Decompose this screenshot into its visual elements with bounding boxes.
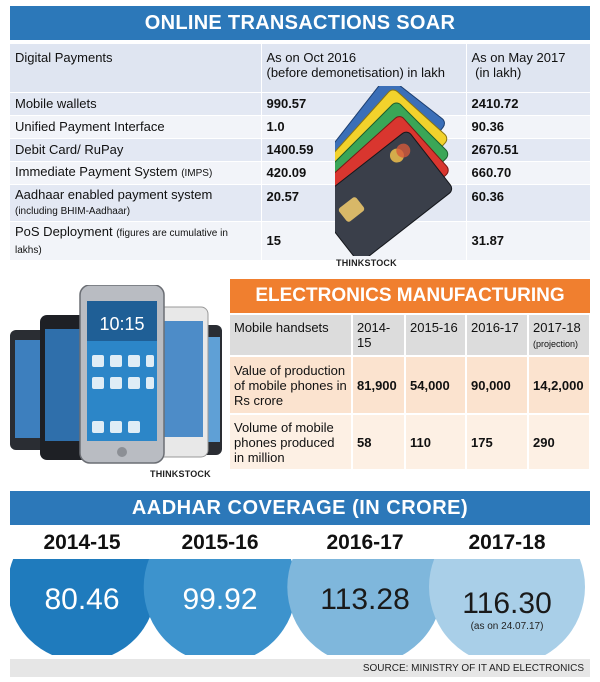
- row-value: 90,000: [466, 356, 529, 415]
- table-row: Value of production of mobile phones in …: [230, 356, 591, 415]
- table-row: Debit Card/ RuPay 1400.59 2670.51: [10, 138, 591, 162]
- row-label: Debit Card/ RuPay: [10, 138, 262, 162]
- row-label: Mobile wallets: [10, 92, 262, 116]
- row-label: Immediate Payment System (IMPS): [10, 161, 262, 185]
- row-may-value: 31.87: [466, 221, 591, 261]
- online-transactions-title: ONLINE TRANSACTIONS SOAR: [144, 11, 456, 34]
- row-value: 14,2,000: [528, 356, 591, 415]
- row-label: Aadhaar enabled payment system (including…: [10, 184, 262, 222]
- electronics-banner: ELECTRONICS MANUFACTURING: [230, 279, 590, 313]
- digital-payments-table: Digital Payments As on Oct 2016 (before d…: [10, 44, 591, 261]
- header-mobile-handsets: Mobile handsets: [230, 315, 353, 357]
- table-row: Unified Payment Interface 1.0 90.36: [10, 115, 591, 139]
- coverage-circle-2016-17: [287, 559, 443, 655]
- row-may-value: 2670.51: [466, 138, 591, 162]
- source-bar: SOURCE: MINISTRY OF IT AND ELECTRONICS: [10, 659, 590, 677]
- row-may-value: 2410.72: [466, 92, 591, 116]
- coverage-circle-2017-18: [429, 559, 585, 655]
- row-may-value: 90.36: [466, 115, 591, 139]
- header-year: 2015-16: [405, 315, 467, 357]
- year-label: 2016-17: [326, 531, 403, 554]
- row-value: 58: [352, 414, 406, 471]
- electronics-header-row: Mobile handsets 2014-15 2015-16 2016-17 …: [230, 315, 591, 357]
- electronics-table: Mobile handsets 2014-15 2015-16 2016-17 …: [230, 315, 591, 471]
- year-label: 2015-16: [181, 531, 258, 554]
- coverage-circle-2015-16: [143, 559, 297, 655]
- row-value: 175: [466, 414, 529, 471]
- row-value: 290: [528, 414, 591, 471]
- row-value: 54,000: [405, 356, 467, 415]
- row-label: PoS Deployment (figures are cumulative i…: [10, 221, 262, 261]
- coverage-value: 113.28: [320, 583, 410, 616]
- digital-payments-header-row: Digital Payments As on Oct 2016 (before d…: [10, 44, 591, 93]
- year-label: 2014-15: [43, 531, 120, 554]
- smartphones-illustration: 10:15: [10, 285, 222, 465]
- aadhar-banner: AADHAR COVERAGE (IN CRORE): [10, 491, 590, 525]
- electronics-title: ELECTRONICS MANUFACTURING: [255, 285, 565, 306]
- table-row: Volume of mobile phones produced in mill…: [230, 414, 591, 471]
- header-oct-2016: As on Oct 2016 (before demonetisation) in…: [261, 44, 467, 93]
- aadhar-coverage-chart: 2014-15 80.46 2015-16 99.92 2016-17 113.28 201…: [10, 531, 585, 655]
- header-may-2017: As on May 2017 (in lakh): [466, 44, 591, 93]
- year-label: 2017-18: [468, 531, 545, 554]
- credit-cards-illustration: [335, 86, 453, 256]
- row-may-value: 660.70: [466, 161, 591, 185]
- coverage-value: 116.30: [462, 587, 552, 620]
- row-label: Value of production of mobile phones in …: [230, 356, 353, 415]
- aadhar-title: AADHAR COVERAGE (IN CRORE): [131, 496, 469, 519]
- row-value: 110: [405, 414, 467, 471]
- coverage-value: 99.92: [182, 583, 257, 616]
- coverage-circle-2014-15: [10, 559, 157, 655]
- row-value: 81,900: [352, 356, 406, 415]
- svg-text:10:15: 10:15: [99, 314, 144, 334]
- coverage-note: (as on 24.07.17): [471, 621, 544, 632]
- coverage-value: 80.46: [44, 583, 119, 616]
- header-year: 2014-15: [352, 315, 406, 357]
- header-digital-payments: Digital Payments: [10, 44, 262, 93]
- table-row: Mobile wallets 990.57 2410.72: [10, 92, 591, 116]
- table-row: Immediate Payment System (IMPS) 420.09 6…: [10, 161, 591, 185]
- row-label: Volume of mobile phones produced in mill…: [230, 414, 353, 471]
- header-year: 2017-18 (projection): [528, 315, 591, 357]
- table-row: Aadhaar enabled payment system (including…: [10, 184, 591, 222]
- row-may-value: 60.36: [466, 184, 591, 222]
- phones-photo-credit: THINKSTOCK: [150, 469, 211, 479]
- table-row: PoS Deployment (figures are cumulative i…: [10, 221, 591, 261]
- source-text: SOURCE: MINISTRY OF IT AND ELECTRONICS: [362, 662, 584, 674]
- online-transactions-banner: ONLINE TRANSACTIONS SOAR: [10, 6, 590, 40]
- row-label: Unified Payment Interface: [10, 115, 262, 139]
- header-year: 2016-17: [466, 315, 529, 357]
- cards-photo-credit: THINKSTOCK: [336, 258, 397, 268]
